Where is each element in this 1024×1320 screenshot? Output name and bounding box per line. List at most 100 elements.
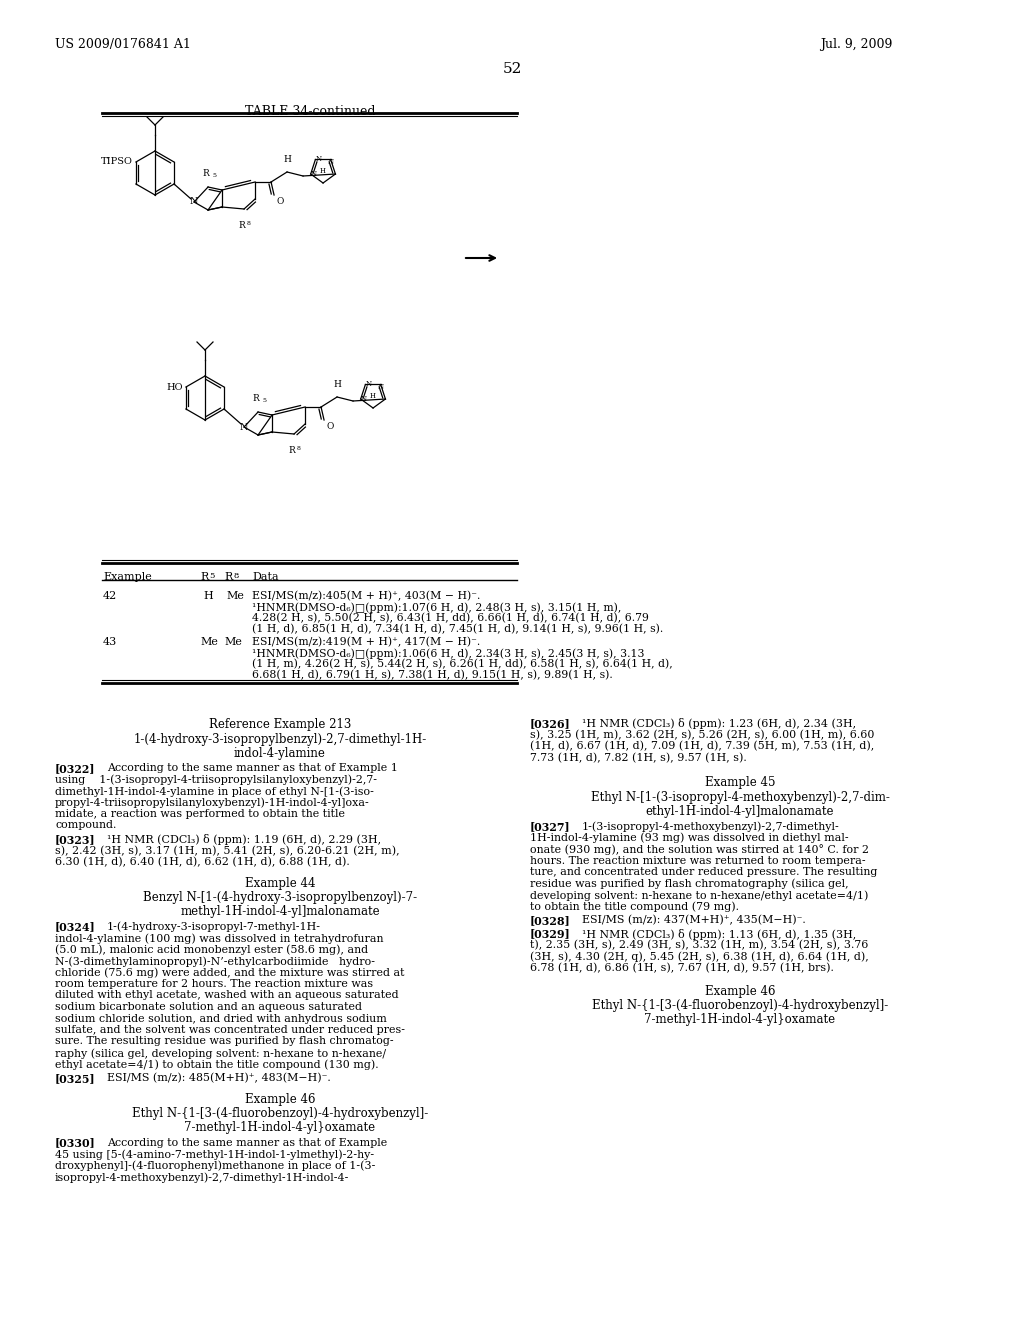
Text: Ethyl N-{1-[3-(4-fluorobenzoyl)-4-hydroxybenzyl]-: Ethyl N-{1-[3-(4-fluorobenzoyl)-4-hydrox… — [132, 1107, 428, 1121]
Text: N: N — [310, 170, 316, 178]
Text: Ethyl N-[1-(3-isopropyl-4-methoxybenzyl)-2,7-dim-: Ethyl N-[1-(3-isopropyl-4-methoxybenzyl)… — [591, 791, 890, 804]
Text: O: O — [276, 197, 284, 206]
Text: 6.68(1 H, d), 6.79(1 H, s), 7.38(1 H, d), 9.15(1 H, s), 9.89(1 H, s).: 6.68(1 H, d), 6.79(1 H, s), 7.38(1 H, d)… — [252, 671, 612, 680]
Text: s), 2.42 (3H, s), 3.17 (1H, m), 5.41 (2H, s), 6.20-6.21 (2H, m),: s), 2.42 (3H, s), 3.17 (1H, m), 5.41 (2H… — [55, 846, 399, 855]
Text: [0327]: [0327] — [530, 821, 570, 832]
Text: Jul. 9, 2009: Jul. 9, 2009 — [820, 38, 892, 51]
Text: raphy (silica gel, developing solvent: n-hexane to n-hexane/: raphy (silica gel, developing solvent: n… — [55, 1048, 386, 1059]
Text: 1-(3-isopropyl-4-methoxybenzyl)-2,7-dimethyl-: 1-(3-isopropyl-4-methoxybenzyl)-2,7-dime… — [582, 821, 840, 832]
Text: 1-(4-hydroxy-3-isopropylbenzyl)-2,7-dimethyl-1H-: 1-(4-hydroxy-3-isopropylbenzyl)-2,7-dime… — [133, 733, 427, 746]
Text: 8: 8 — [247, 220, 251, 226]
Text: sure. The resulting residue was purified by flash chromatog-: sure. The resulting residue was purified… — [55, 1036, 393, 1047]
Text: [0322]: [0322] — [55, 763, 95, 774]
Text: R: R — [239, 220, 246, 230]
Text: (1H, d), 6.67 (1H, d), 7.09 (1H, d), 7.39 (5H, m), 7.53 (1H, d),: (1H, d), 6.67 (1H, d), 7.09 (1H, d), 7.3… — [530, 741, 874, 751]
Text: dimethyl-1H-indol-4-ylamine in place of ethyl N-[1-(3-iso-: dimethyl-1H-indol-4-ylamine in place of … — [55, 785, 374, 796]
Text: [0330]: [0330] — [55, 1138, 96, 1148]
Text: 43: 43 — [103, 638, 118, 647]
Text: R: R — [289, 446, 296, 455]
Text: ESI/MS (m/z): 437(M+H)⁺, 435(M−H)⁻.: ESI/MS (m/z): 437(M+H)⁺, 435(M−H)⁻. — [582, 915, 806, 925]
Text: HO: HO — [167, 383, 183, 392]
Text: propyl-4-triisopropylsilanyloxybenzyl)-1H-indol-4-yl]oxa-: propyl-4-triisopropylsilanyloxybenzyl)-1… — [55, 797, 370, 808]
Text: [0326]: [0326] — [530, 718, 570, 729]
Text: H: H — [321, 168, 326, 176]
Text: 5: 5 — [209, 572, 214, 579]
Text: 1-(4-hydroxy-3-isopropyl-7-methyl-1H-: 1-(4-hydroxy-3-isopropyl-7-methyl-1H- — [106, 921, 321, 932]
Text: Example 45: Example 45 — [705, 776, 775, 789]
Text: TABLE 34-continued: TABLE 34-continued — [245, 106, 375, 117]
Text: 52: 52 — [503, 62, 521, 77]
Text: ¹H NMR (CDCl₃) δ (ppm): 1.13 (6H, d), 1.35 (3H,: ¹H NMR (CDCl₃) δ (ppm): 1.13 (6H, d), 1.… — [582, 928, 856, 940]
Text: H: H — [203, 591, 213, 601]
Text: N: N — [315, 156, 322, 164]
Text: N: N — [328, 158, 334, 166]
Text: 5: 5 — [262, 399, 266, 403]
Text: sodium chloride solution, and dried with anhydrous sodium: sodium chloride solution, and dried with… — [55, 1014, 387, 1023]
Text: Reference Example 213: Reference Example 213 — [209, 718, 351, 731]
Text: According to the same manner as that of Example: According to the same manner as that of … — [106, 1138, 387, 1147]
Text: (1 H, m), 4.26(2 H, s), 5.44(2 H, s), 6.26(1 H, dd), 6.58(1 H, s), 6.64(1 H, d),: (1 H, m), 4.26(2 H, s), 5.44(2 H, s), 6.… — [252, 659, 673, 669]
Text: indol-4-ylamine: indol-4-ylamine — [234, 747, 326, 760]
Text: N: N — [240, 422, 248, 432]
Text: TIPSO: TIPSO — [101, 157, 133, 166]
Text: Ethyl N-{1-[3-(4-fluorobenzoyl)-4-hydroxybenzyl]-: Ethyl N-{1-[3-(4-fluorobenzoyl)-4-hydrox… — [592, 999, 888, 1012]
Text: ¹HNMR(DMSO-d₆)□(ppm):1.06(6 H, d), 2.34(3 H, s), 2.45(3 H, s), 3.13: ¹HNMR(DMSO-d₆)□(ppm):1.06(6 H, d), 2.34(… — [252, 648, 644, 659]
Text: onate (930 mg), and the solution was stirred at 140° C. for 2: onate (930 mg), and the solution was sti… — [530, 843, 869, 855]
Text: [0325]: [0325] — [55, 1073, 95, 1084]
Text: 42: 42 — [103, 591, 118, 601]
Text: methyl-1H-indol-4-yl]malonamate: methyl-1H-indol-4-yl]malonamate — [180, 906, 380, 919]
Text: 6.78 (1H, d), 6.86 (1H, s), 7.67 (1H, d), 9.57 (1H, brs).: 6.78 (1H, d), 6.86 (1H, s), 7.67 (1H, d)… — [530, 964, 834, 973]
Text: Example 46: Example 46 — [705, 985, 775, 998]
Text: H: H — [333, 380, 341, 389]
Text: Benzyl N-[1-(4-hydroxy-3-isopropylbenzoyl)-7-: Benzyl N-[1-(4-hydroxy-3-isopropylbenzoy… — [143, 891, 417, 904]
Text: N-(3-dimethylaminopropyl)-N’-ethylcarbodiimide   hydro-: N-(3-dimethylaminopropyl)-N’-ethylcarbod… — [55, 956, 375, 966]
Text: [0323]: [0323] — [55, 834, 95, 845]
Text: droxyphenyl]-(4-fluorophenyl)methanone in place of 1-(3-: droxyphenyl]-(4-fluorophenyl)methanone i… — [55, 1160, 376, 1171]
Text: R: R — [224, 572, 232, 582]
Text: H: H — [283, 154, 291, 164]
Text: ESI/MS (m/z): 485(M+H)⁺, 483(M−H)⁻.: ESI/MS (m/z): 485(M+H)⁺, 483(M−H)⁻. — [106, 1073, 331, 1084]
Text: ¹HNMR(DMSO-d₆)□(ppm):1.07(6 H, d), 2.48(3 H, s), 3.15(1 H, m),: ¹HNMR(DMSO-d₆)□(ppm):1.07(6 H, d), 2.48(… — [252, 602, 622, 612]
Text: 7-methyl-1H-indol-4-yl}oxamate: 7-methyl-1H-indol-4-yl}oxamate — [184, 1122, 376, 1134]
Text: 1H-indol-4-ylamine (93 mg) was dissolved in diethyl mal-: 1H-indol-4-ylamine (93 mg) was dissolved… — [530, 833, 849, 843]
Text: chloride (75.6 mg) were added, and the mixture was stirred at: chloride (75.6 mg) were added, and the m… — [55, 968, 404, 978]
Text: ethyl acetate=4/1) to obtain the title compound (130 mg).: ethyl acetate=4/1) to obtain the title c… — [55, 1060, 379, 1071]
Text: ESI/MS(m/z):419(M + H)⁺, 417(M − H)⁻.: ESI/MS(m/z):419(M + H)⁺, 417(M − H)⁻. — [252, 638, 480, 647]
Text: R: R — [200, 572, 208, 582]
Text: (5.0 mL), malonic acid monobenzyl ester (58.6 mg), and: (5.0 mL), malonic acid monobenzyl ester … — [55, 945, 368, 956]
Text: room temperature for 2 hours. The reaction mixture was: room temperature for 2 hours. The reacti… — [55, 979, 373, 989]
Text: compound.: compound. — [55, 821, 117, 830]
Text: H: H — [370, 392, 376, 400]
Text: Me: Me — [200, 638, 218, 647]
Text: N: N — [189, 198, 199, 206]
Text: [0324]: [0324] — [55, 921, 96, 932]
Text: Me: Me — [224, 638, 242, 647]
Text: Data: Data — [252, 572, 279, 582]
Text: ¹H NMR (CDCl₃) δ (ppm): 1.23 (6H, d), 2.34 (3H,: ¹H NMR (CDCl₃) δ (ppm): 1.23 (6H, d), 2.… — [582, 718, 856, 729]
Text: diluted with ethyl acetate, washed with an aqueous saturated: diluted with ethyl acetate, washed with … — [55, 990, 398, 1001]
Text: Example 46: Example 46 — [245, 1093, 315, 1106]
Text: R: R — [203, 169, 210, 178]
Text: [0328]: [0328] — [530, 915, 570, 927]
Text: US 2009/0176841 A1: US 2009/0176841 A1 — [55, 38, 190, 51]
Text: using    1-(3-isopropyl-4-triisopropylsilanyloxybenzyl)-2,7-: using 1-(3-isopropyl-4-triisopropylsilan… — [55, 775, 377, 785]
Text: 45 using [5-(4-amino-7-methyl-1H-indol-1-ylmethyl)-2-hy-: 45 using [5-(4-amino-7-methyl-1H-indol-1… — [55, 1148, 374, 1159]
Text: N: N — [378, 384, 384, 392]
Text: 5: 5 — [212, 173, 216, 178]
Text: 8: 8 — [297, 446, 301, 451]
Text: N: N — [366, 380, 372, 388]
Text: 7.73 (1H, d), 7.82 (1H, s), 9.57 (1H, s).: 7.73 (1H, d), 7.82 (1H, s), 9.57 (1H, s)… — [530, 752, 746, 763]
Text: ¹H NMR (CDCl₃) δ (ppm): 1.19 (6H, d), 2.29 (3H,: ¹H NMR (CDCl₃) δ (ppm): 1.19 (6H, d), 2.… — [106, 834, 381, 845]
Text: (3H, s), 4.30 (2H, q), 5.45 (2H, s), 6.38 (1H, d), 6.64 (1H, d),: (3H, s), 4.30 (2H, q), 5.45 (2H, s), 6.3… — [530, 952, 868, 962]
Text: N: N — [360, 395, 367, 403]
Text: R: R — [253, 393, 259, 403]
Text: O: O — [326, 422, 334, 432]
Text: t), 2.35 (3H, s), 2.49 (3H, s), 3.32 (1H, m), 3.54 (2H, s), 3.76: t), 2.35 (3H, s), 2.49 (3H, s), 3.32 (1H… — [530, 940, 868, 950]
Text: s), 3.25 (1H, m), 3.62 (2H, s), 5.26 (2H, s), 6.00 (1H, m), 6.60: s), 3.25 (1H, m), 3.62 (2H, s), 5.26 (2H… — [530, 730, 874, 739]
Text: Example 44: Example 44 — [245, 876, 315, 890]
Text: Me: Me — [226, 591, 244, 601]
Text: isopropyl-4-methoxybenzyl)-2,7-dimethyl-1H-indol-4-: isopropyl-4-methoxybenzyl)-2,7-dimethyl-… — [55, 1172, 349, 1183]
Text: [0329]: [0329] — [530, 928, 570, 940]
Text: indol-4-ylamine (100 mg) was dissolved in tetrahydrofuran: indol-4-ylamine (100 mg) was dissolved i… — [55, 933, 384, 944]
Text: hours. The reaction mixture was returned to room tempera-: hours. The reaction mixture was returned… — [530, 855, 865, 866]
